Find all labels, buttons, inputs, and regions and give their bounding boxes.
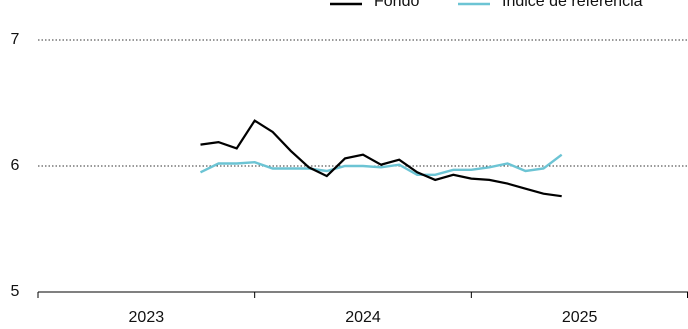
y-tick-label: 6: [11, 157, 20, 174]
line-series: [199, 153, 563, 176]
x-tick-label: 2023: [129, 309, 165, 326]
x-tick-label: 2025: [562, 309, 598, 326]
legend-label: Índice de referencia: [502, 0, 643, 10]
x-tick-label: 2024: [345, 309, 381, 326]
line-series: [200, 119, 562, 198]
y-tick-label: 7: [11, 31, 20, 48]
legend-label: Fondo: [374, 0, 419, 10]
y-tick-label: 5: [11, 283, 20, 300]
